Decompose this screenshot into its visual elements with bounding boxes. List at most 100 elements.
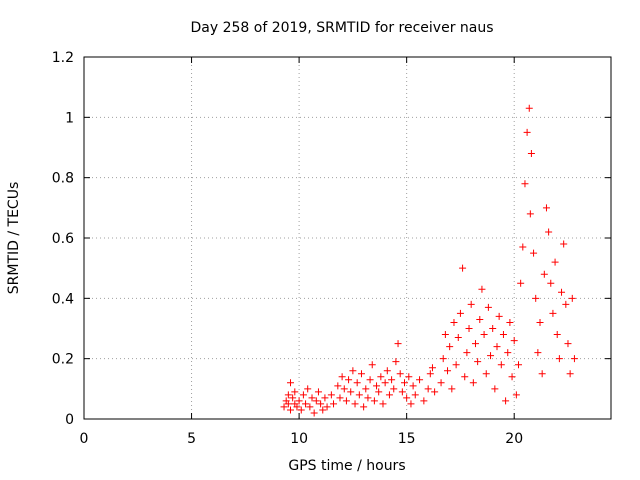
data-point [467,300,475,308]
data-point [377,373,385,381]
data-point [340,385,348,393]
data-point [394,340,402,348]
data-point [360,403,368,411]
data-point [284,400,292,408]
data-point [284,391,292,399]
data-point [370,397,378,405]
data-point [366,376,374,384]
data-point [484,303,492,311]
data-point [465,325,473,332]
data-point [310,409,318,417]
data-point [383,367,391,375]
data-point [493,343,501,351]
data-point [342,397,350,405]
data-point [306,403,314,411]
data-point [534,349,542,357]
data-point [302,400,310,408]
data-point [474,358,482,366]
data-point [437,379,445,387]
data-point [390,385,398,393]
data-point [515,361,523,369]
data-point [469,379,477,387]
data-point [349,367,357,375]
data-point [480,331,488,339]
data-point [532,294,540,302]
data-point [289,394,297,402]
data-point [570,355,578,363]
axis-ticks: 0 5 10 15 20 0 0.2 0.4 0.6 0.8 1 1.2 [52,50,611,447]
data-point [388,376,396,384]
data-point [527,150,535,158]
data-point [555,355,563,363]
data-point [525,104,533,112]
y-tick-label: 0.6 [52,231,74,247]
data-point [538,370,546,378]
data-point [517,279,525,287]
x-tick-label: 5 [187,431,196,447]
data-point [558,288,566,296]
data-point [323,403,331,411]
data-point [368,361,376,369]
data-point [540,270,548,278]
data-point [562,300,570,308]
y-axis-title: SRMTID / TECUs [6,182,22,295]
data-point [416,376,424,384]
data-point [375,388,383,396]
data-point [403,394,411,402]
data-point [489,325,497,332]
data-point [379,400,387,408]
data-point [512,391,520,399]
data-point [293,403,301,411]
data-point [286,379,294,387]
data-point [463,349,471,357]
data-point [521,180,529,188]
data-point [497,361,505,369]
data-point [530,249,538,257]
data-point [304,385,312,393]
data-point [499,331,507,339]
x-tick-label: 10 [290,431,308,447]
data-point [446,343,454,351]
data-point [312,397,320,405]
data-point [398,388,406,396]
data-point [321,394,329,402]
data-point [452,361,460,369]
data-point [424,385,432,393]
data-point [549,309,557,317]
data-point [295,397,303,405]
data-point [536,318,544,326]
grid-lines [84,57,611,419]
chart-title: Day 258 of 2019, SRMTID for receiver nau… [190,20,493,36]
data-point [428,364,436,372]
data-point [560,240,568,248]
data-point [568,294,576,302]
y-tick-label: 0.8 [52,171,74,187]
y-tick-label: 1.2 [52,50,74,66]
data-point [523,128,531,136]
data-point [566,370,574,378]
data-point [319,406,327,414]
data-point [491,385,499,393]
data-point [396,370,404,378]
data-point [545,228,553,236]
data-point [291,388,299,396]
data-point [338,373,346,381]
data-point [448,385,456,393]
data-point [478,285,486,293]
x-tick-label: 0 [80,431,89,447]
data-point [504,349,512,357]
data-point [439,355,447,363]
data-point [450,318,458,326]
data-point [407,400,415,408]
data-point [385,391,393,399]
data-point [401,379,409,387]
data-point [381,379,389,387]
y-tick-label: 0.4 [52,291,74,307]
data-point [373,382,381,390]
data-point [334,382,342,390]
data-point [409,382,417,390]
data-point [353,379,361,387]
data-point [510,337,518,345]
y-tick-label: 1 [65,110,74,126]
